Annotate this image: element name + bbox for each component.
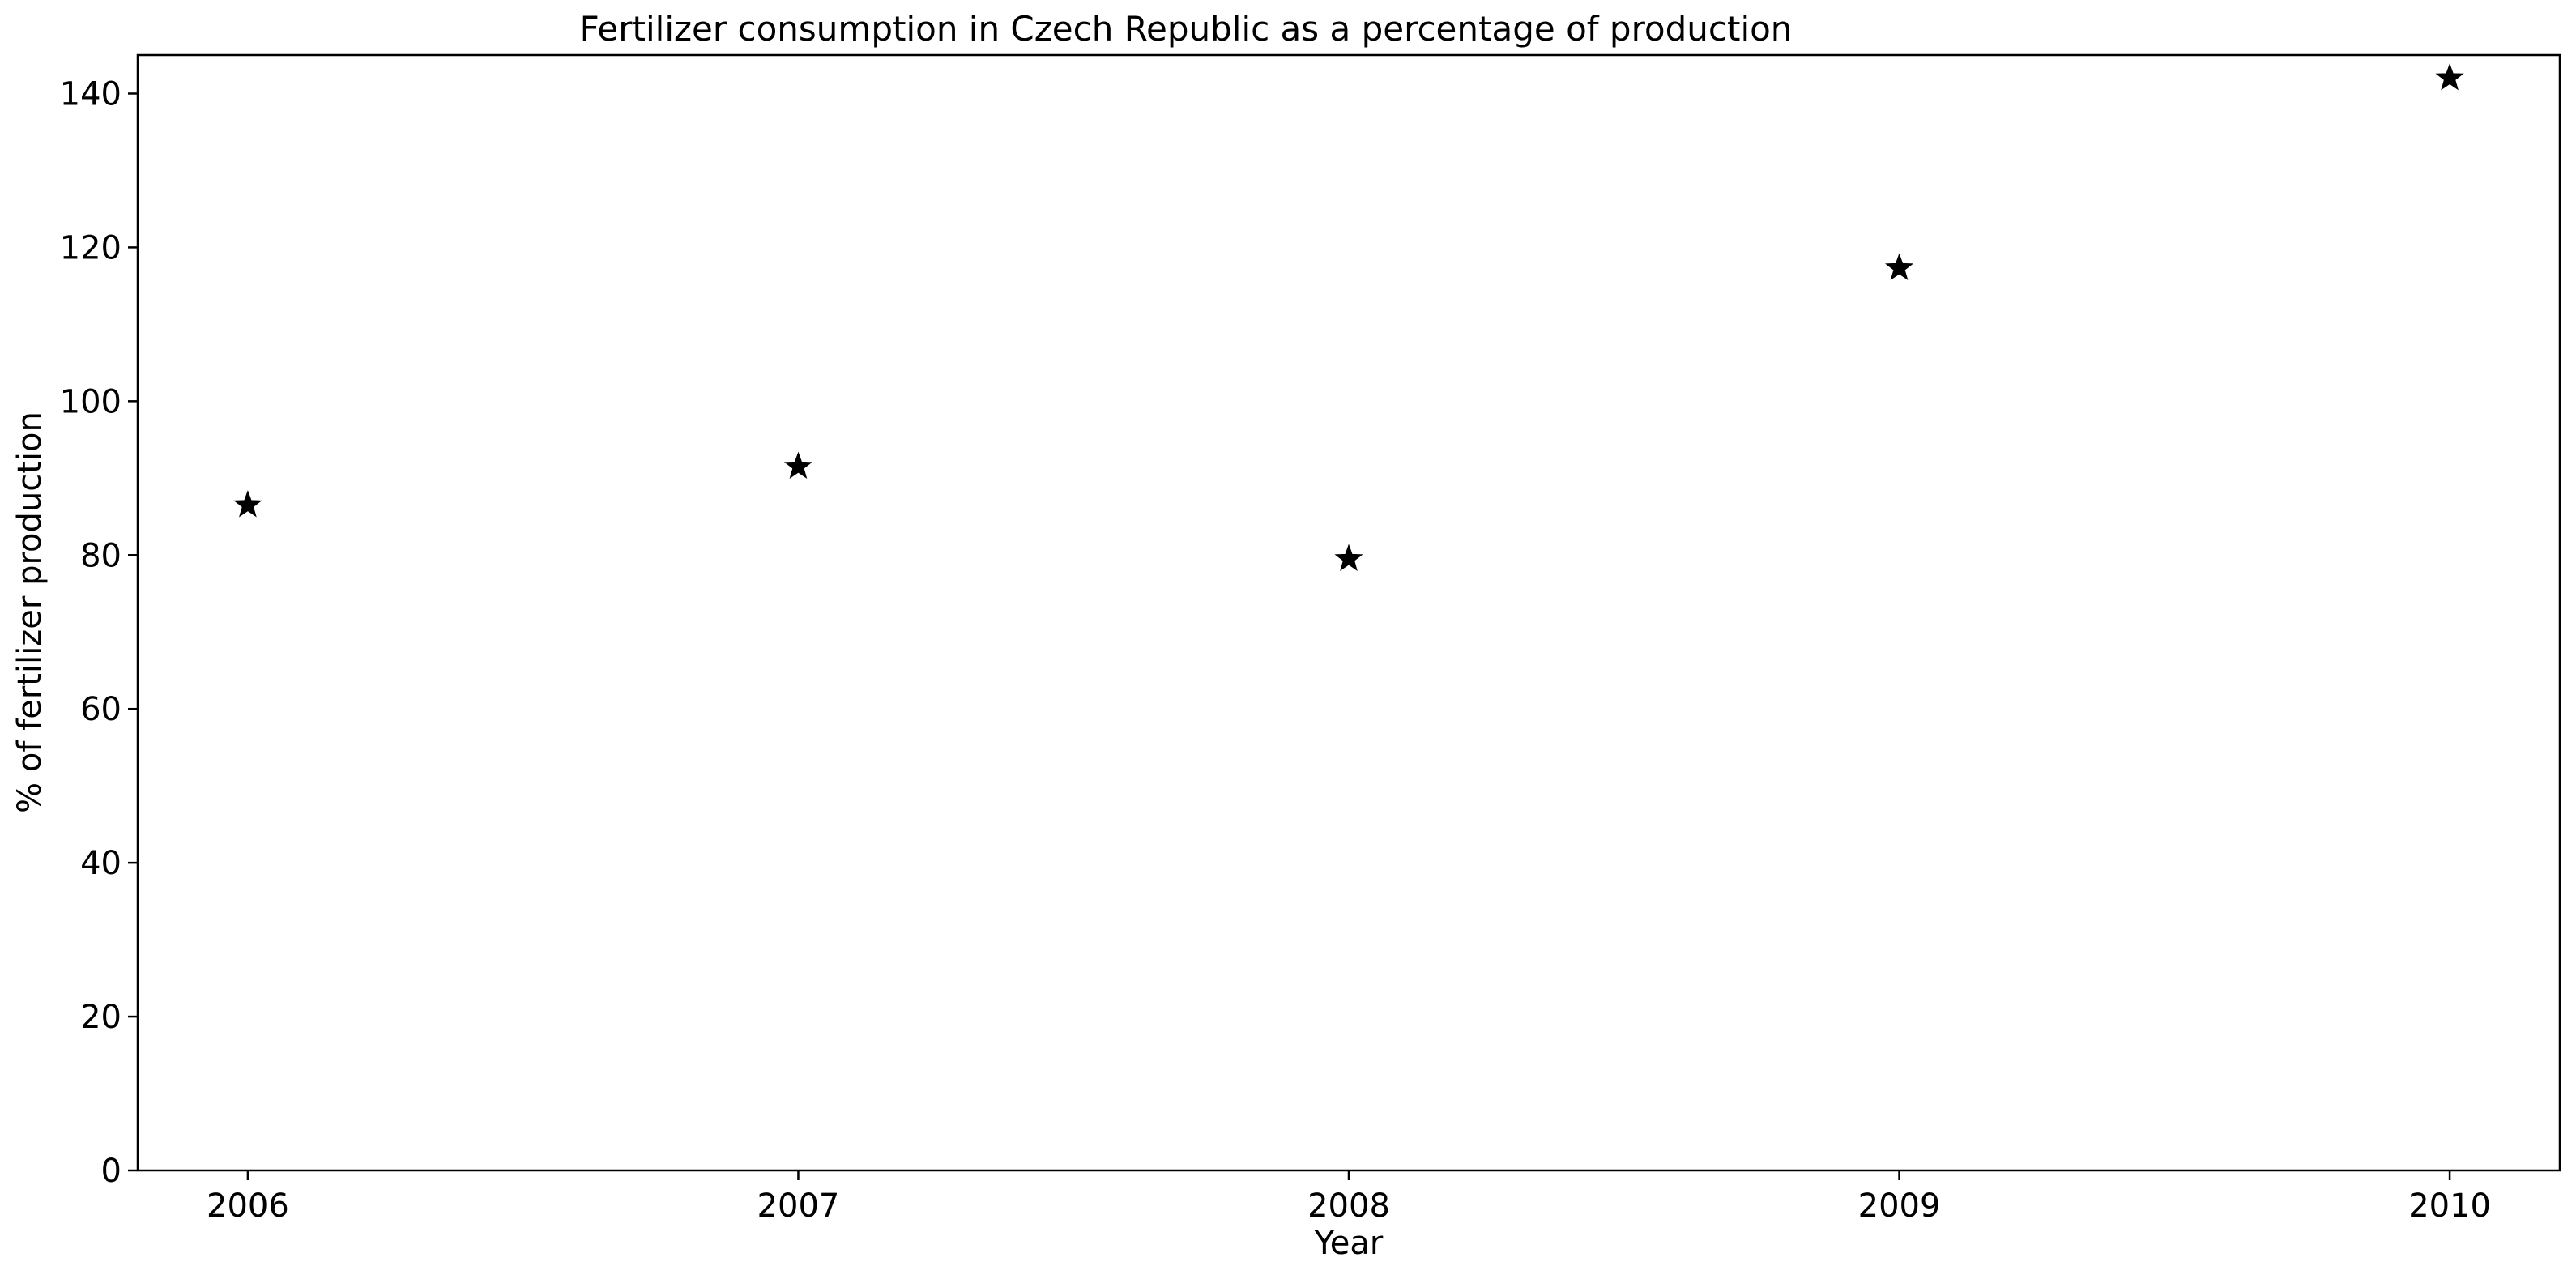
- y-tick-label: 120: [60, 229, 122, 266]
- data-point-star: [783, 451, 813, 480]
- plot-area-frame: [136, 53, 2561, 1172]
- y-axis: 0 20 40 60 80 100 120 140: [60, 75, 138, 1190]
- y-tick-label: 60: [80, 691, 122, 728]
- data-point-star: [2435, 63, 2464, 91]
- y-axis-title: % of fertilizer production: [11, 411, 49, 813]
- y-tick-label: 20: [80, 999, 122, 1036]
- data-point-star: [1334, 544, 1363, 571]
- x-tick-label: 2006: [207, 1187, 289, 1225]
- chart-title: Fertilizer consumption in Czech Republic…: [580, 9, 1793, 49]
- y-tick-label: 0: [101, 1153, 122, 1190]
- x-axis: 2006 2007 2008 2009 2010: [207, 1170, 2491, 1225]
- y-tick-label: 140: [60, 75, 122, 113]
- data-point-star: [233, 490, 262, 518]
- y-tick-label: 80: [80, 537, 122, 574]
- x-tick-label: 2008: [1307, 1187, 1390, 1225]
- data-points: [233, 63, 2464, 571]
- y-tick-label: 100: [60, 383, 122, 420]
- x-tick-label: 2009: [1858, 1187, 1941, 1225]
- data-point-star: [1884, 253, 1914, 280]
- x-tick-label: 2007: [757, 1187, 840, 1225]
- x-axis-title: Year: [1314, 1225, 1384, 1262]
- y-tick-label: 40: [80, 845, 122, 882]
- x-tick-label: 2010: [2408, 1187, 2491, 1225]
